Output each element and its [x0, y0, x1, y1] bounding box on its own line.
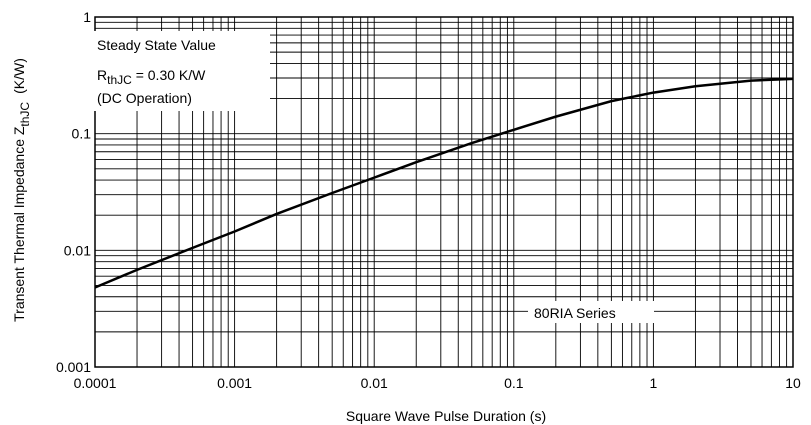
x-tick-label: 0.001	[217, 375, 252, 391]
steady-state-label: Steady State Value	[97, 37, 216, 53]
x-tick-label: 0.1	[504, 375, 524, 391]
x-tick-label: 10	[785, 375, 801, 391]
rthjc-label: RthJC = 0.30 K/W	[97, 67, 206, 87]
x-axis-title: Square Wave Pulse Duration (s)	[346, 408, 546, 424]
series-label-box: 80RIA Series	[528, 301, 654, 323]
y-tick-label: 0.001	[56, 359, 91, 375]
y-tick-label: 1	[83, 9, 91, 25]
annotation-box: Steady State Value RthJC = 0.30 K/W (DC …	[94, 31, 270, 111]
y-tick-label: 0.01	[64, 242, 91, 258]
series-line	[94, 77, 794, 289]
x-tick-label: 0.01	[361, 375, 388, 391]
dc-operation-label: (DC Operation)	[97, 90, 192, 106]
y-axis-title: Transent Thermal Impedance ZthJC(K/W)	[11, 58, 32, 322]
annotation-background	[94, 31, 270, 111]
series-label-background	[528, 301, 654, 323]
series-label: 80RIA Series	[534, 305, 616, 321]
x-tick-label: 0.0001	[74, 375, 117, 391]
x-tick-label: 1	[650, 375, 658, 391]
y-tick-label: 0.1	[72, 126, 92, 142]
plot-frame	[94, 16, 794, 368]
